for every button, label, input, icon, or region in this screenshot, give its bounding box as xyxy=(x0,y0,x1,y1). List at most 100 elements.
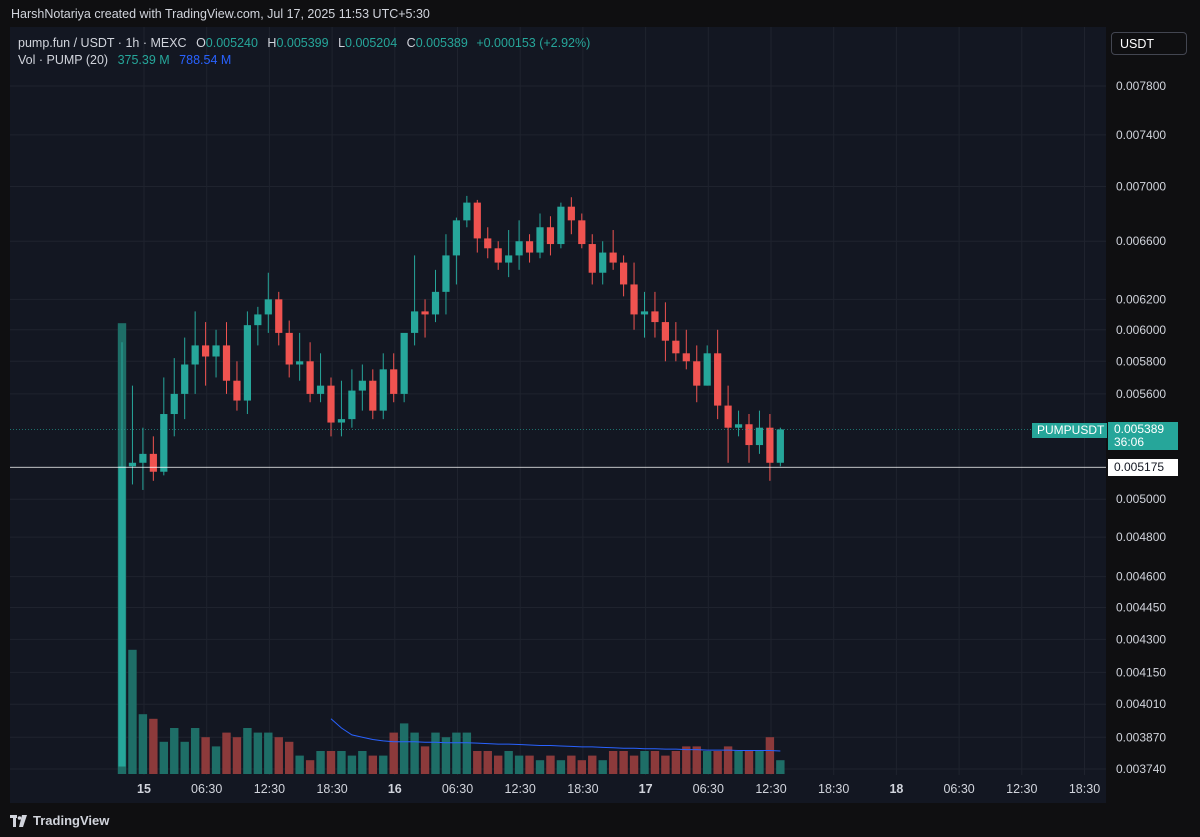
volume-ma-line xyxy=(330,718,781,752)
candle[interactable] xyxy=(243,311,251,415)
candle[interactable] xyxy=(682,329,690,370)
candle[interactable] xyxy=(494,241,502,270)
candle-body xyxy=(275,299,283,333)
candle[interactable] xyxy=(776,427,784,467)
candle-body xyxy=(431,291,440,315)
candle[interactable] xyxy=(567,197,575,235)
candle[interactable] xyxy=(546,216,555,256)
candle-body xyxy=(494,248,502,263)
candle[interactable] xyxy=(191,311,199,394)
candle[interactable] xyxy=(661,302,669,362)
candle[interactable] xyxy=(745,414,753,463)
candle[interactable] xyxy=(588,234,596,285)
candle[interactable] xyxy=(118,342,126,767)
volume-bar xyxy=(598,760,607,774)
candle[interactable] xyxy=(557,202,565,249)
candle[interactable] xyxy=(672,322,680,362)
candle[interactable] xyxy=(452,217,460,285)
candle[interactable] xyxy=(484,227,492,259)
candle[interactable] xyxy=(640,291,649,338)
candle[interactable] xyxy=(337,380,346,437)
candle[interactable] xyxy=(275,291,283,346)
candle[interactable] xyxy=(473,199,481,253)
open-label: O xyxy=(196,36,206,50)
candle[interactable] xyxy=(463,195,471,228)
time-tick-label: 06:30 xyxy=(943,782,974,796)
candle[interactable] xyxy=(296,332,304,381)
candle[interactable] xyxy=(160,377,168,476)
candle[interactable] xyxy=(693,345,701,403)
currency-button[interactable]: USDT xyxy=(1111,32,1187,55)
volume-bar xyxy=(274,737,283,774)
candle[interactable] xyxy=(170,358,178,437)
volume-bar xyxy=(420,746,430,774)
candle[interactable] xyxy=(254,306,262,346)
candle[interactable] xyxy=(212,329,220,378)
candle-body xyxy=(139,453,147,463)
candle[interactable] xyxy=(536,213,544,259)
volume-indicator-title[interactable]: Vol · PUMP (20) xyxy=(18,53,109,67)
candle[interactable] xyxy=(390,353,398,403)
candle-body xyxy=(411,311,419,333)
volume-bar xyxy=(755,751,764,774)
volume-bar xyxy=(723,746,733,774)
price-axis[interactable] xyxy=(1106,27,1200,803)
candle-body xyxy=(160,414,168,472)
candle[interactable] xyxy=(421,299,429,338)
symbol-legend[interactable]: pump.fun / USDT · 1h · MEXC O0.005240 H0… xyxy=(18,36,590,50)
candle-body xyxy=(369,380,377,411)
candle[interactable] xyxy=(442,234,450,315)
candle[interactable] xyxy=(358,364,366,411)
candle[interactable] xyxy=(327,377,335,437)
volume-bar xyxy=(765,737,775,774)
candle[interactable] xyxy=(599,241,607,285)
candle[interactable] xyxy=(316,353,325,403)
candle[interactable] xyxy=(620,255,628,297)
candle[interactable] xyxy=(734,410,743,437)
candle[interactable] xyxy=(400,332,408,403)
candle[interactable] xyxy=(181,337,189,420)
candle-body xyxy=(776,429,784,463)
candle[interactable] xyxy=(128,385,137,485)
time-tick-label: 06:30 xyxy=(191,782,222,796)
candle[interactable] xyxy=(651,291,659,338)
volume-bar xyxy=(441,737,451,774)
candle-body xyxy=(149,453,157,472)
volume-bar xyxy=(452,732,461,774)
candle[interactable] xyxy=(139,427,147,490)
candle[interactable] xyxy=(411,255,419,346)
candle[interactable] xyxy=(202,322,210,386)
volume-bar xyxy=(295,755,304,774)
candle[interactable] xyxy=(348,369,356,428)
volume-legend[interactable]: Vol · PUMP (20) 375.39 M 788.54 M xyxy=(18,53,231,67)
time-tick-label: 12:30 xyxy=(755,782,786,796)
candle[interactable] xyxy=(755,410,764,454)
candle[interactable] xyxy=(379,353,387,420)
time-tick-label: 17 xyxy=(639,782,653,796)
candle[interactable] xyxy=(703,345,711,386)
candle[interactable] xyxy=(630,262,638,330)
candle[interactable] xyxy=(578,213,586,249)
candle[interactable] xyxy=(233,361,241,411)
candle[interactable] xyxy=(766,414,774,481)
candle[interactable] xyxy=(222,322,231,394)
candle[interactable] xyxy=(149,436,157,481)
candle[interactable] xyxy=(285,320,293,378)
candle[interactable] xyxy=(609,230,617,270)
candle[interactable] xyxy=(369,369,377,420)
candle[interactable] xyxy=(525,234,534,263)
symbol-title[interactable]: pump.fun / USDT · 1h · MEXC xyxy=(18,36,187,50)
candles[interactable] xyxy=(118,195,784,767)
candle[interactable] xyxy=(264,272,272,333)
candle[interactable] xyxy=(505,230,513,278)
candle[interactable] xyxy=(714,329,722,420)
tradingview-logo[interactable]: TradingView xyxy=(10,813,109,828)
crosshair-price-label: 0.005175 xyxy=(1108,459,1178,476)
volume-bar xyxy=(358,751,367,774)
candle[interactable] xyxy=(306,342,314,403)
candle[interactable] xyxy=(431,269,440,323)
volume-bar xyxy=(368,755,377,774)
candle[interactable] xyxy=(724,385,732,463)
candle[interactable] xyxy=(515,220,523,270)
